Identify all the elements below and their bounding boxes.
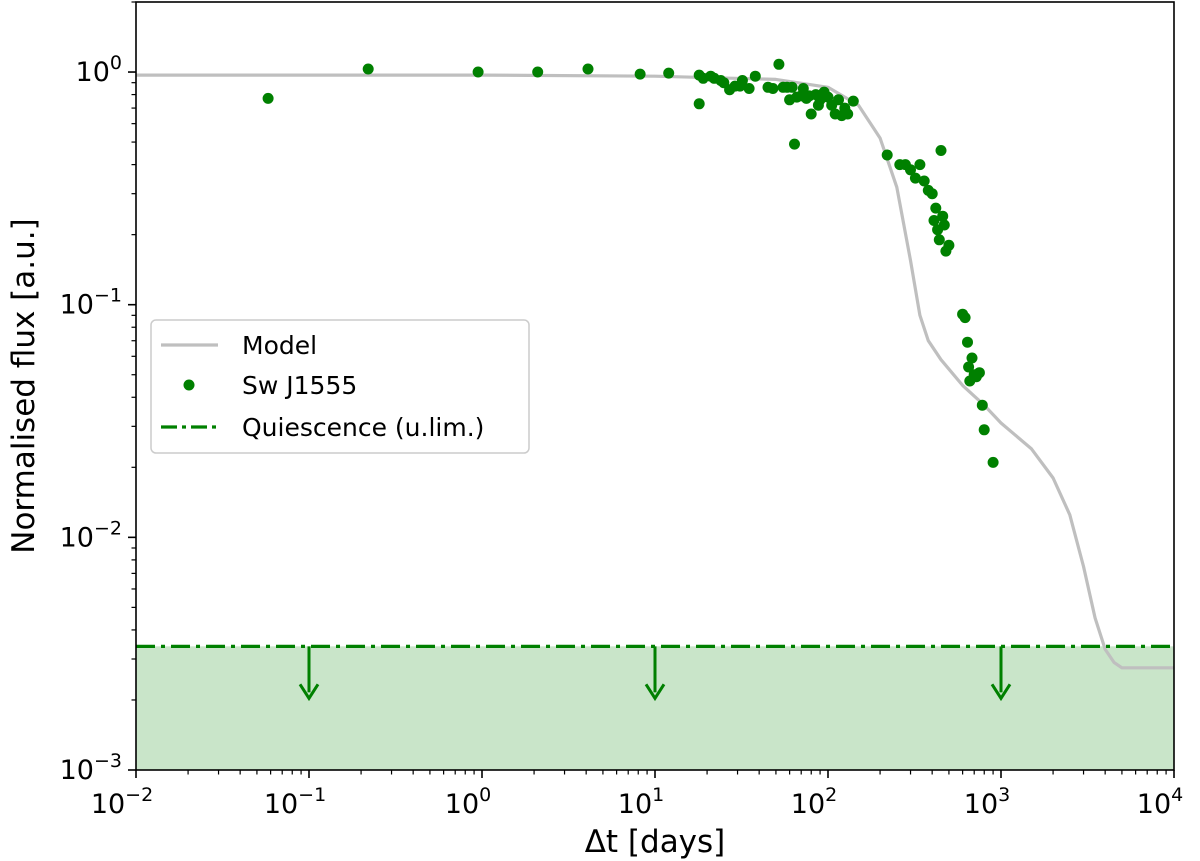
data-point [663, 67, 675, 79]
x-tick-label: 102 [791, 784, 837, 820]
x-tick-label: 10−2 [91, 784, 153, 820]
y-tick-label: 10−2 [60, 517, 122, 553]
data-point [943, 239, 955, 251]
x-axis-label: Δt [days] [585, 824, 726, 860]
legend-label: Quiescence (u.lim.) [242, 413, 484, 442]
data-point [582, 63, 594, 75]
data-point [773, 58, 785, 70]
data-point [928, 215, 940, 226]
data-point [767, 83, 779, 94]
x-tick-label: 103 [964, 784, 1010, 820]
data-point [789, 138, 800, 150]
data-point [833, 94, 844, 106]
x-axis: 10−2 10−1 100 101 102 103 104 [91, 770, 1183, 820]
y-tick-label: 100 [76, 52, 122, 88]
data-point [786, 81, 798, 93]
data-point [805, 108, 817, 120]
y-axis-label: Normalised flux [a.u.] [6, 218, 42, 553]
data-point [743, 83, 755, 94]
upper-limit-arrow-head [990, 683, 1012, 702]
data-point [973, 367, 985, 379]
data-point [262, 92, 274, 104]
data-point [736, 75, 748, 86]
data-point [937, 210, 949, 222]
data-point [532, 66, 544, 78]
y-tick-label: 10−1 [60, 285, 122, 321]
x-tick-label: 100 [445, 784, 491, 820]
upper-limit-arrow-head [644, 683, 666, 702]
model-line [136, 73, 1174, 670]
data-point [926, 188, 938, 200]
data-point [933, 234, 945, 246]
data-point [905, 164, 916, 176]
data-point [966, 352, 978, 364]
x-tick-label: 104 [1137, 784, 1183, 820]
data-point [842, 108, 854, 120]
data-point [935, 145, 947, 156]
data-point [749, 70, 761, 82]
data-point [472, 66, 484, 78]
x-tick-label: 10−1 [264, 784, 326, 820]
legend: Model Sw J1555 Quiescence (u.lim.) [150, 319, 530, 454]
data-point [693, 98, 705, 110]
data-point [930, 202, 942, 214]
x-tick-label: 101 [618, 784, 664, 820]
data-point [938, 219, 950, 231]
plot-area [136, 58, 1174, 770]
data-point [634, 68, 646, 80]
legend-label: Model [242, 331, 317, 360]
data-point [918, 175, 930, 187]
data-point [362, 63, 374, 75]
data-point [978, 424, 990, 436]
data-point [847, 95, 859, 107]
legend-label: Sw J1555 [242, 371, 357, 400]
data-point [881, 149, 893, 161]
upper-limit-arrow-head [298, 683, 320, 702]
y-tick-label: 10−3 [60, 750, 122, 786]
data-point [914, 159, 926, 171]
data-point [963, 361, 975, 373]
data-point [959, 312, 971, 324]
data-point [987, 456, 999, 468]
data-point [797, 83, 809, 94]
y-axis: 10−3 10−2 10−1 100 [60, 1, 136, 786]
legend-data-swatch [183, 379, 195, 391]
data-point [909, 172, 921, 184]
legend-box [150, 319, 530, 454]
data-point [976, 399, 988, 411]
data-point [962, 336, 973, 348]
